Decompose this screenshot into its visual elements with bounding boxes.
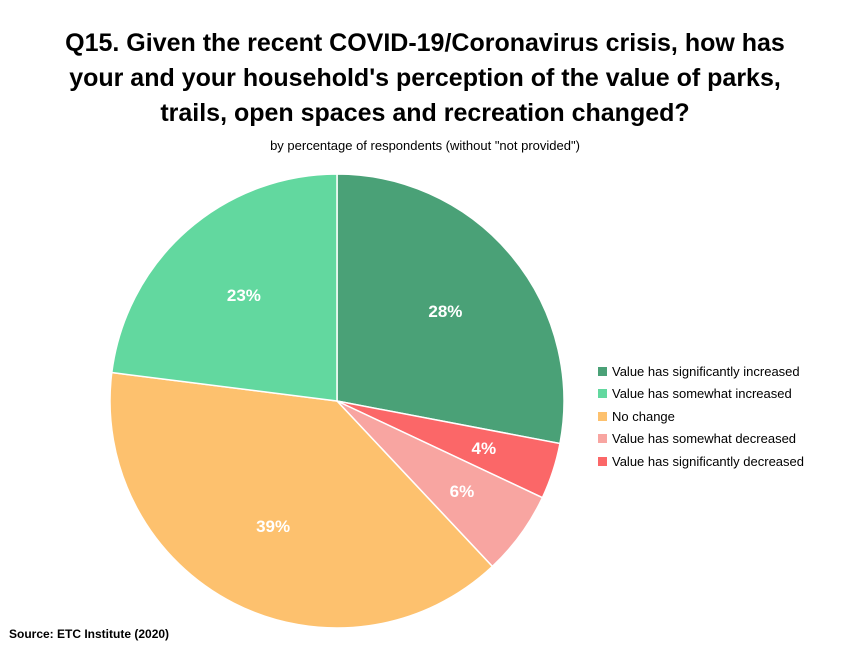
pie-slice-label: 28%: [428, 302, 462, 321]
legend-item: Value has somewhat increased: [598, 383, 804, 406]
legend-swatch: [598, 411, 607, 421]
legend-label: No change: [612, 408, 675, 424]
chart-legend: Value has significantly increased Value h…: [598, 360, 804, 473]
legend-swatch: [598, 434, 607, 444]
legend-item: Value has significantly decreased: [598, 450, 804, 473]
legend-swatch: [598, 456, 607, 466]
legend-label: Value has somewhat increased: [612, 386, 792, 402]
chart-title-line-3: trails, open spaces and recreation chang…: [160, 99, 690, 127]
legend-label: Value has somewhat decreased: [612, 431, 797, 447]
pie-slice-label: 23%: [227, 286, 261, 305]
legend-item: No change: [598, 405, 804, 428]
legend-label: Value has significantly decreased: [612, 453, 804, 469]
pie-slice-labels: 28% 4% 6% 39% 23%: [227, 286, 496, 536]
legend-swatch: [598, 389, 607, 399]
chart-title-line-2: your and your household's perception of …: [69, 64, 781, 92]
legend-label: Value has significantly increased: [612, 363, 800, 379]
pie-slice-label: 39%: [256, 517, 290, 536]
legend-item: Value has somewhat decreased: [598, 428, 804, 451]
pie-slice-no-change: [109, 371, 494, 629]
pie-slice-value-has-somewhat-increased: [110, 173, 338, 402]
chart-title: Q15. Given the recent COVID-19/Coronavir…: [20, 26, 830, 131]
pie-slice-value-has-significantly-increased: [336, 173, 565, 445]
source-note: Source: ETC Institute (2020): [9, 627, 170, 641]
legend-swatch: [598, 366, 607, 376]
chart-subtitle: by percentage of respondents (without "n…: [270, 138, 580, 153]
pie-slices: [109, 173, 565, 629]
chart-title-line-1: Q15. Given the recent COVID-19/Coronavir…: [65, 29, 785, 57]
pie-slice-label: 6%: [450, 482, 475, 501]
legend-item: Value has significantly increased: [598, 360, 804, 383]
pie-slice-label: 4%: [472, 439, 497, 458]
